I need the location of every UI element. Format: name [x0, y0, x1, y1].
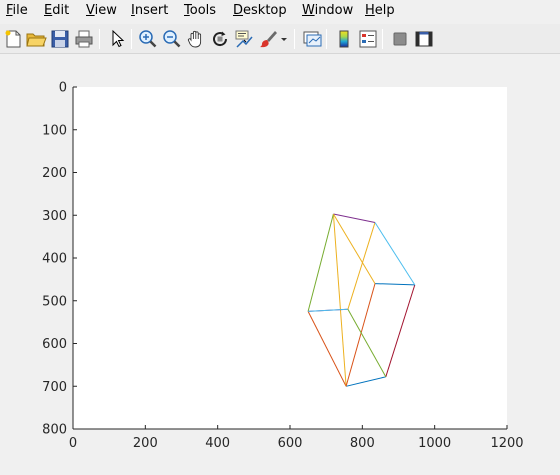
rotate-3d-icon[interactable] — [209, 28, 231, 50]
y-tick-label-2: 200 — [42, 166, 67, 181]
series-line-11 — [347, 309, 387, 378]
menu-view[interactable]: View — [86, 3, 117, 18]
menu-edit[interactable]: Edit — [44, 3, 70, 18]
figure-toolbar — [0, 24, 560, 54]
series-line-5 — [308, 308, 348, 312]
select-arrow-icon[interactable] — [106, 28, 128, 50]
y-tick-label-3: 300 — [42, 209, 67, 224]
open-file-icon[interactable] — [25, 28, 47, 50]
zoom-out-icon[interactable] — [161, 28, 183, 50]
y-tick-label-8: 800 — [42, 423, 67, 438]
series-line-10 — [333, 213, 376, 223]
show-plot-tools-icon[interactable] — [413, 28, 435, 50]
brush-dropdown-icon[interactable] — [279, 28, 289, 50]
series-line-0 — [345, 376, 386, 387]
y-tick-label-5: 500 — [42, 294, 67, 309]
pan-hand-icon[interactable] — [185, 28, 207, 50]
menu-tools[interactable]: Tools — [184, 3, 217, 18]
y-tick-label-7: 700 — [42, 380, 67, 395]
menu-help[interactable]: Help — [365, 3, 395, 18]
series-line-4 — [307, 213, 334, 312]
series-line-12 — [374, 222, 416, 286]
colorbar-icon[interactable] — [333, 28, 355, 50]
series-line-6 — [385, 284, 416, 377]
x-tick-label-6: 1200 — [490, 436, 523, 451]
series-line-1 — [307, 311, 347, 387]
link-plot-icon[interactable] — [301, 28, 323, 50]
series-line-8 — [345, 283, 376, 387]
menu-window[interactable]: Window — [302, 3, 354, 18]
y-tick-label-6: 600 — [42, 337, 67, 352]
menu-desktop[interactable]: Desktop — [233, 3, 287, 18]
hide-plot-tools-icon[interactable] — [389, 28, 411, 50]
x-tick-label-2: 400 — [205, 436, 230, 451]
series-line-2 — [332, 213, 347, 387]
y-tick-label-0: 0 — [59, 81, 67, 96]
menu-file[interactable]: File — [6, 3, 28, 18]
menu-insert[interactable]: Insert — [131, 3, 169, 18]
plot-axes-canvas[interactable]: 0 200 400 600 800 1000 1200 0 100 200 300 400 500 600… — [0, 55, 560, 475]
brush-icon[interactable] — [257, 28, 279, 50]
x-tick-label-5: 1000 — [418, 436, 451, 451]
menu-bar: File Edit View Insert Tools Desktop Wind… — [0, 0, 560, 24]
x-tick-label-3: 600 — [278, 436, 303, 451]
zoom-in-icon[interactable] — [137, 28, 159, 50]
figure-canvas: 0 200 400 600 800 1000 1200 0 100 200 300 400 500 600… — [0, 55, 560, 475]
series-line-7 — [374, 283, 415, 286]
y-tick-label-4: 400 — [42, 252, 67, 267]
save-icon[interactable] — [49, 28, 71, 50]
data-cursor-icon[interactable] — [233, 28, 255, 50]
new-figure-icon[interactable] — [2, 28, 24, 50]
axes-background — [73, 87, 507, 429]
series-line-9 — [347, 222, 376, 310]
x-tick-label-4: 800 — [350, 436, 375, 451]
print-icon[interactable] — [73, 28, 95, 50]
legend-icon[interactable] — [357, 28, 379, 50]
y-tick-label-1: 100 — [42, 123, 67, 138]
x-tick-label-1: 200 — [133, 436, 158, 451]
x-tick-label-0: 0 — [69, 436, 77, 451]
series-line-13 — [332, 213, 376, 284]
